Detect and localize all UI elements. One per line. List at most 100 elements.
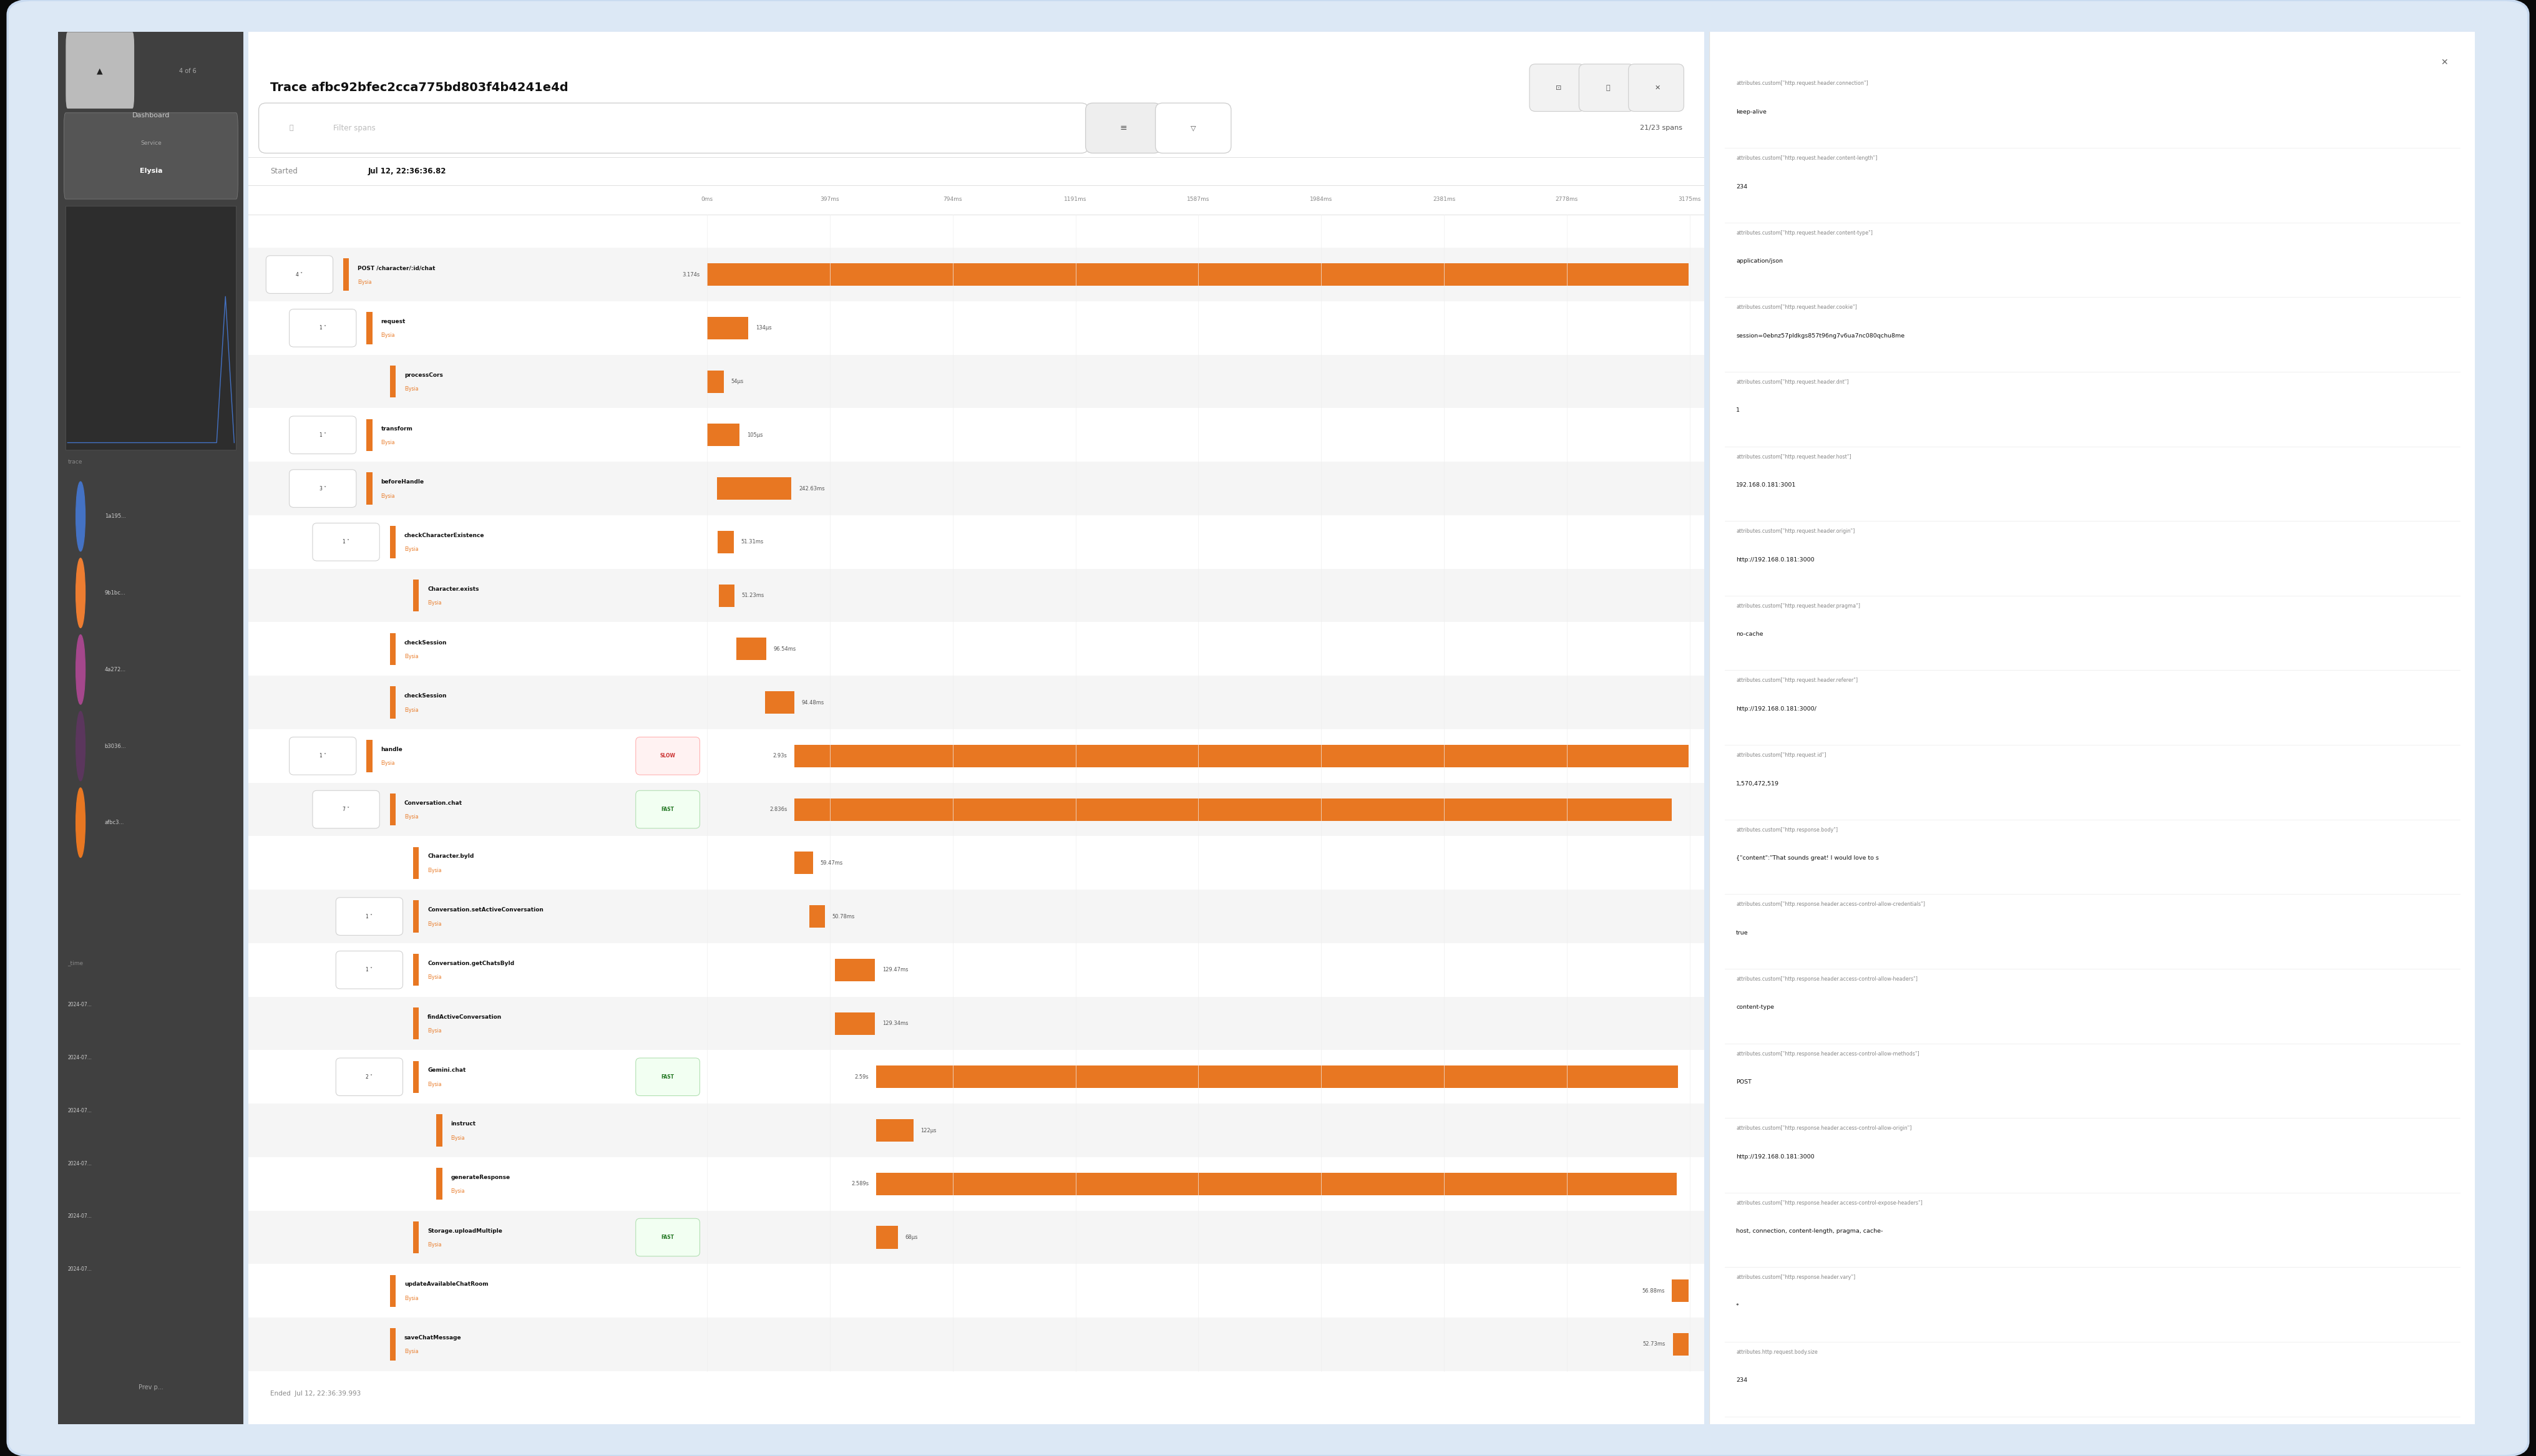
FancyBboxPatch shape bbox=[335, 897, 403, 935]
Text: findActiveConversation: findActiveConversation bbox=[429, 1015, 502, 1019]
Text: attributes.custom["http.response.header.access-control-allow-methods"]: attributes.custom["http.response.header.… bbox=[1737, 1051, 1920, 1057]
Text: attributes.custom["http.request.header.content-length"]: attributes.custom["http.request.header.c… bbox=[1737, 156, 1877, 162]
Bar bbox=[875, 1120, 913, 1142]
FancyBboxPatch shape bbox=[259, 103, 1088, 153]
Bar bbox=[875, 1066, 1679, 1088]
Bar bbox=[1674, 1334, 1689, 1356]
FancyBboxPatch shape bbox=[637, 1059, 700, 1096]
Bar bbox=[718, 531, 733, 553]
Bar bbox=[436, 1168, 441, 1200]
Text: attributes.custom["http.request.header.connection"]: attributes.custom["http.request.header.c… bbox=[1737, 80, 1869, 86]
Text: content-type: content-type bbox=[1737, 1005, 1775, 1010]
Bar bbox=[413, 1222, 418, 1254]
Text: Ended  Jul 12, 22:36:39.993: Ended Jul 12, 22:36:39.993 bbox=[271, 1390, 360, 1396]
FancyBboxPatch shape bbox=[1156, 103, 1230, 153]
FancyBboxPatch shape bbox=[289, 416, 355, 454]
Text: 3 ˅: 3 ˅ bbox=[320, 486, 327, 491]
Text: _time: _time bbox=[68, 961, 84, 965]
Bar bbox=[249, 462, 1704, 515]
Text: attributes.custom["http.response.header.access-control-allow-headers"]: attributes.custom["http.response.header.… bbox=[1737, 976, 1917, 981]
Text: Elysia: Elysia bbox=[380, 333, 396, 338]
Bar bbox=[391, 365, 396, 397]
Text: Elysia: Elysia bbox=[403, 386, 418, 392]
Text: 1984ms: 1984ms bbox=[1311, 197, 1331, 202]
Text: instruct: instruct bbox=[451, 1121, 477, 1127]
Text: Elysia: Elysia bbox=[403, 1296, 418, 1302]
Text: FAST: FAST bbox=[662, 807, 675, 812]
Bar bbox=[249, 355, 1704, 408]
Text: 1 ˅: 1 ˅ bbox=[320, 325, 327, 331]
Text: 51.23ms: 51.23ms bbox=[743, 593, 763, 598]
Text: 3175ms: 3175ms bbox=[1679, 197, 1702, 202]
Bar bbox=[794, 798, 1671, 821]
Text: Elysia: Elysia bbox=[403, 654, 418, 660]
Text: no-cache: no-cache bbox=[1737, 632, 1763, 638]
Text: 234: 234 bbox=[1737, 1377, 1747, 1383]
Bar bbox=[249, 676, 1704, 729]
FancyBboxPatch shape bbox=[637, 1219, 700, 1257]
Text: Elysia: Elysia bbox=[380, 440, 396, 446]
Text: checkSession: checkSession bbox=[403, 639, 446, 645]
Bar bbox=[391, 526, 396, 558]
Bar bbox=[875, 1172, 1676, 1195]
Text: 2024-07...: 2024-07... bbox=[68, 1267, 91, 1273]
Text: Conversation.setActiveConversation: Conversation.setActiveConversation bbox=[429, 907, 543, 913]
Bar bbox=[249, 248, 1704, 301]
Bar bbox=[413, 579, 418, 612]
Text: attributes.custom["http.request.header.dnt"]: attributes.custom["http.request.header.d… bbox=[1737, 379, 1849, 384]
Text: attributes.custom["http.response.header.access-control-allow-credentials"]: attributes.custom["http.response.header.… bbox=[1737, 901, 1925, 907]
Bar bbox=[391, 1328, 396, 1360]
FancyBboxPatch shape bbox=[289, 309, 355, 347]
Text: 2024-07...: 2024-07... bbox=[68, 1108, 91, 1114]
Text: 242.63ms: 242.63ms bbox=[799, 486, 824, 491]
Text: 2 ˅: 2 ˅ bbox=[365, 1075, 373, 1080]
Text: 94.48ms: 94.48ms bbox=[801, 700, 824, 705]
Bar bbox=[249, 408, 1704, 462]
FancyBboxPatch shape bbox=[637, 791, 700, 828]
Bar bbox=[365, 472, 373, 505]
Text: 129.47ms: 129.47ms bbox=[883, 967, 908, 973]
Text: 🔍: 🔍 bbox=[289, 125, 294, 131]
Text: POST: POST bbox=[1737, 1079, 1752, 1085]
Bar bbox=[708, 317, 748, 339]
Text: Elysia: Elysia bbox=[403, 546, 418, 552]
Text: 1 ˅: 1 ˅ bbox=[365, 967, 373, 973]
Text: Elysia: Elysia bbox=[139, 167, 162, 175]
Bar bbox=[249, 1264, 1704, 1318]
Text: ✕: ✕ bbox=[2440, 58, 2447, 67]
Text: application/json: application/json bbox=[1737, 258, 1783, 264]
Bar bbox=[834, 1012, 875, 1035]
Bar bbox=[708, 370, 723, 393]
Bar bbox=[249, 515, 1704, 569]
Bar bbox=[1671, 1280, 1689, 1302]
Text: attributes.custom["http.request.header.origin"]: attributes.custom["http.request.header.o… bbox=[1737, 529, 1854, 534]
Bar bbox=[249, 1050, 1704, 1104]
Bar bbox=[735, 638, 766, 660]
Text: Elysia: Elysia bbox=[451, 1136, 464, 1140]
Bar bbox=[249, 997, 1704, 1050]
Text: 0ms: 0ms bbox=[700, 197, 713, 202]
Bar bbox=[708, 264, 1689, 285]
Text: 2024-07...: 2024-07... bbox=[68, 1214, 91, 1219]
Text: 2778ms: 2778ms bbox=[1555, 197, 1577, 202]
Text: 192.168.0.181:3001: 192.168.0.181:3001 bbox=[1737, 482, 1795, 488]
Text: 1 ˅: 1 ˅ bbox=[320, 753, 327, 759]
Text: ▽: ▽ bbox=[1189, 125, 1197, 131]
Circle shape bbox=[76, 635, 86, 705]
Text: attributes.custom["http.request.header.referer"]: attributes.custom["http.request.header.r… bbox=[1737, 677, 1859, 683]
Circle shape bbox=[76, 558, 86, 628]
Text: FAST: FAST bbox=[662, 1075, 675, 1080]
Text: http://192.168.0.181:3000/: http://192.168.0.181:3000/ bbox=[1737, 706, 1816, 712]
Text: Conversation.getChatsById: Conversation.getChatsById bbox=[429, 961, 515, 967]
Bar bbox=[834, 958, 875, 981]
Text: Dashboard: Dashboard bbox=[132, 112, 170, 119]
FancyBboxPatch shape bbox=[289, 737, 355, 775]
Text: Service: Service bbox=[139, 141, 162, 146]
Text: ⎙: ⎙ bbox=[1605, 84, 1610, 90]
Bar bbox=[249, 783, 1704, 836]
Text: checkCharacterExistence: checkCharacterExistence bbox=[403, 533, 484, 539]
Text: attributes.http.request.body.size: attributes.http.request.body.size bbox=[1737, 1350, 1818, 1356]
Text: 51.31ms: 51.31ms bbox=[741, 539, 763, 545]
Text: Elysia: Elysia bbox=[403, 1350, 418, 1354]
Text: handle: handle bbox=[380, 747, 403, 753]
